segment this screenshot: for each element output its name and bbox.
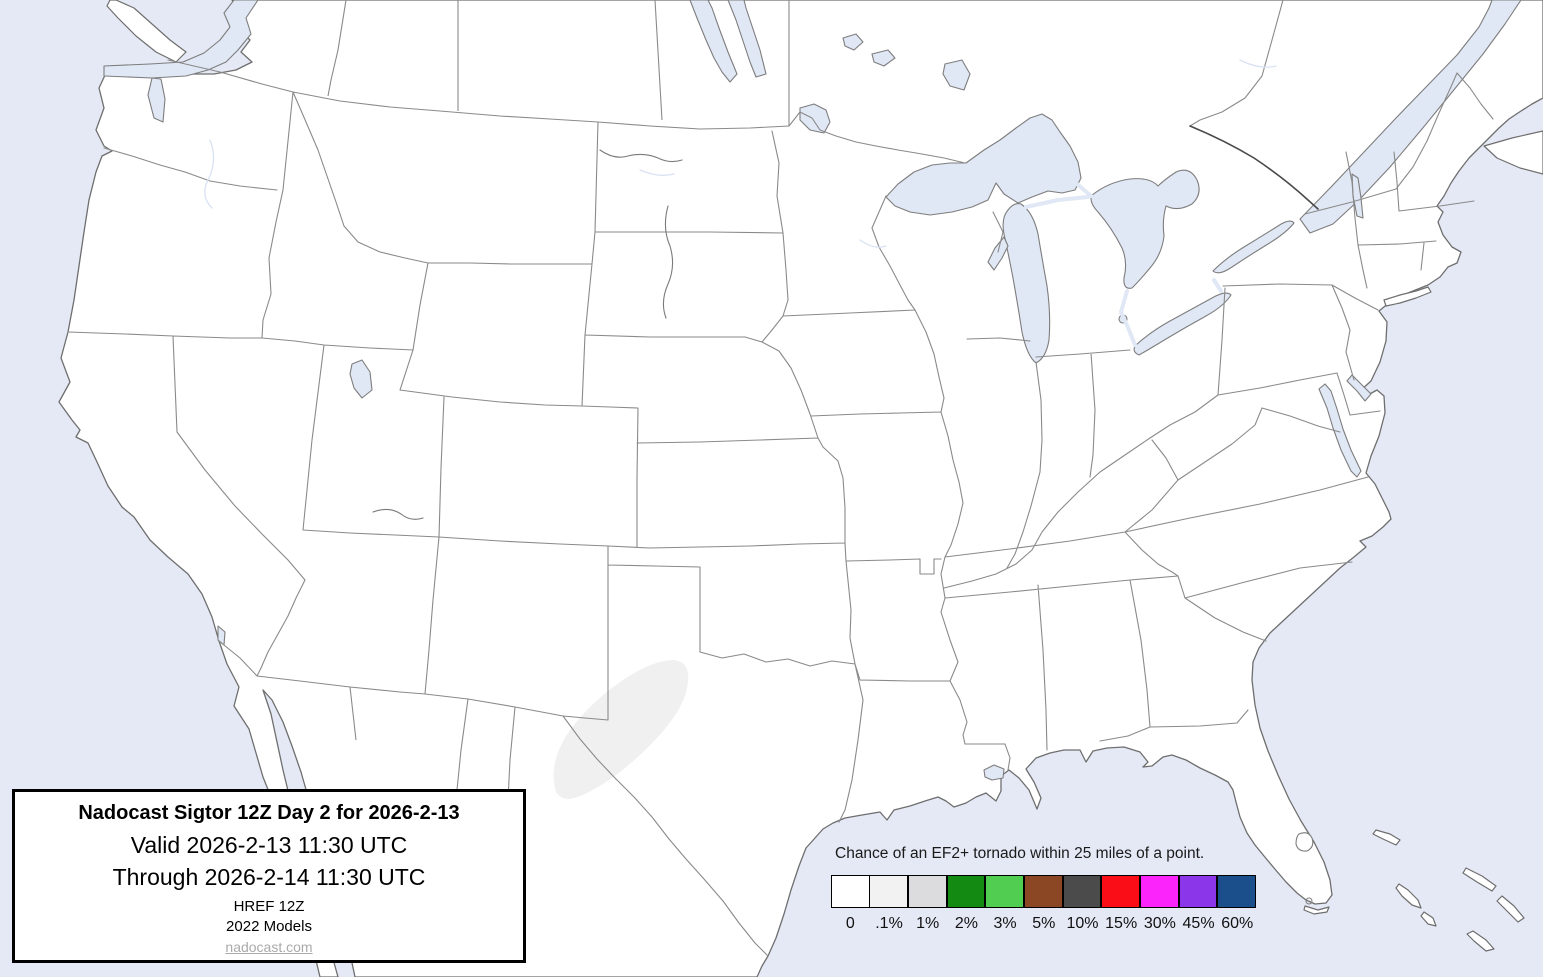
forecast-through-line: Through 2026-2-14 11:30 UTC	[112, 864, 426, 890]
niagara-river	[1212, 278, 1223, 293]
ottawa-river	[1189, 125, 1319, 210]
legend-entry: 0	[831, 875, 870, 933]
biscayne-bay	[1305, 897, 1313, 905]
legend-label: 60%	[1221, 915, 1254, 932]
legend-label: 5%	[1032, 915, 1056, 932]
lake-connectors	[1024, 182, 1223, 347]
lake-winnipeg	[727, 0, 767, 78]
legend-label: 0	[845, 915, 855, 932]
legend-entry: 3%	[985, 875, 1025, 933]
vancouver-island	[106, 0, 187, 63]
forecast-model-line: HREF 12Z	[233, 898, 305, 915]
puget-sound	[147, 77, 166, 123]
nadocast-site-link: nadocast.com	[225, 939, 313, 955]
legend-label: 2%	[954, 915, 978, 932]
missouri-river-dakotas	[662, 205, 674, 319]
lake-okeechobee	[1295, 832, 1314, 852]
probability-legend: Chance of an EF2+ tornado within 25 mile…	[831, 845, 1271, 933]
missouri-river-montana	[599, 149, 683, 163]
st-marys-river	[1075, 182, 1093, 198]
lake-ontario	[1212, 220, 1295, 274]
legend-label: 3%	[993, 915, 1017, 932]
canadian-lake	[942, 59, 971, 91]
legend-entry: 45%	[1178, 875, 1218, 933]
mainland-coastline	[58, 0, 1543, 977]
legend-swatch	[1062, 875, 1102, 908]
straits-of-mackinac	[1024, 195, 1090, 209]
legend-swatch	[1140, 875, 1179, 908]
forecast-title-box: Nadocast Sigtor 12Z Day 2 for 2026-2-13 …	[12, 789, 526, 963]
chesapeake-bay	[1318, 383, 1362, 478]
forecast-title: Nadocast Sigtor 12Z Day 2 for 2026-2-13	[78, 802, 460, 824]
lake-huron	[1090, 169, 1200, 289]
delaware-bay	[1346, 374, 1372, 402]
legend-swatch	[1101, 875, 1140, 908]
lake-powell-river	[372, 508, 424, 520]
islands	[106, 0, 1543, 952]
legend-entry: 2%	[946, 875, 986, 933]
legend-label: 30%	[1143, 915, 1176, 932]
lake-pontchartrain	[983, 764, 1005, 781]
lakes	[103, 0, 1522, 781]
legend-swatch	[1178, 875, 1218, 908]
legend-swatch	[946, 875, 986, 908]
legend-label: 45%	[1182, 915, 1215, 932]
legend-swatch	[907, 875, 947, 908]
legend-swatch-row: 0 .1% 1% 2% 3% 5%	[831, 875, 1271, 933]
legend-entry: 30%	[1140, 875, 1180, 933]
green-bay	[987, 236, 1009, 271]
legend-label: .1%	[875, 915, 903, 932]
bahamas-island	[1372, 829, 1401, 846]
bahamas-island	[1496, 895, 1525, 923]
forecast-models-line: 2022 Models	[226, 918, 312, 935]
legend-swatch	[1023, 875, 1063, 908]
legend-label: 10%	[1066, 915, 1099, 932]
lake-erie	[1133, 292, 1232, 356]
long-island	[1383, 286, 1432, 307]
nova-scotia	[1483, 130, 1543, 175]
legend-entry: 60%	[1217, 875, 1257, 933]
forecast-valid-line: Valid 2026-2-13 11:30 UTC	[130, 832, 408, 858]
canada-mexico-borders	[327, 0, 1284, 801]
state-borders	[67, 59, 1494, 957]
great-salt-lake	[349, 359, 373, 399]
probability-contour-shading	[553, 660, 689, 799]
detroit-river	[1118, 289, 1137, 347]
bahamas-island	[1395, 883, 1422, 909]
rivers	[372, 125, 1319, 520]
legend-swatch	[831, 875, 870, 908]
bahamas-island	[1462, 867, 1497, 892]
legend-swatch	[869, 875, 908, 908]
legend-caption: Chance of an EF2+ tornado within 25 mile…	[835, 845, 1205, 862]
legend-label: 1%	[916, 915, 940, 932]
bahamas-island	[1466, 930, 1495, 952]
legend-entry: 1%	[907, 875, 947, 933]
legend-swatch	[985, 875, 1024, 908]
legend-label: 15%	[1105, 915, 1138, 932]
lake-winnipegosis	[689, 0, 738, 83]
lake-of-the-woods	[799, 103, 831, 134]
bahamas-island	[1420, 911, 1437, 927]
faint-streams	[204, 59, 1277, 248]
florida-keys	[1303, 905, 1330, 915]
legend-swatch	[1217, 875, 1257, 908]
strait-of-georgia-juan-de-fuca	[103, 0, 259, 79]
legend-entry: 5%	[1023, 875, 1063, 933]
lake-michigan	[1002, 203, 1051, 364]
legend-entry: 15%	[1101, 875, 1141, 933]
canadian-lake	[842, 33, 864, 51]
legend-entry: 10%	[1062, 875, 1102, 933]
legend-entry: .1%	[869, 875, 909, 933]
canadian-lake	[871, 49, 896, 67]
